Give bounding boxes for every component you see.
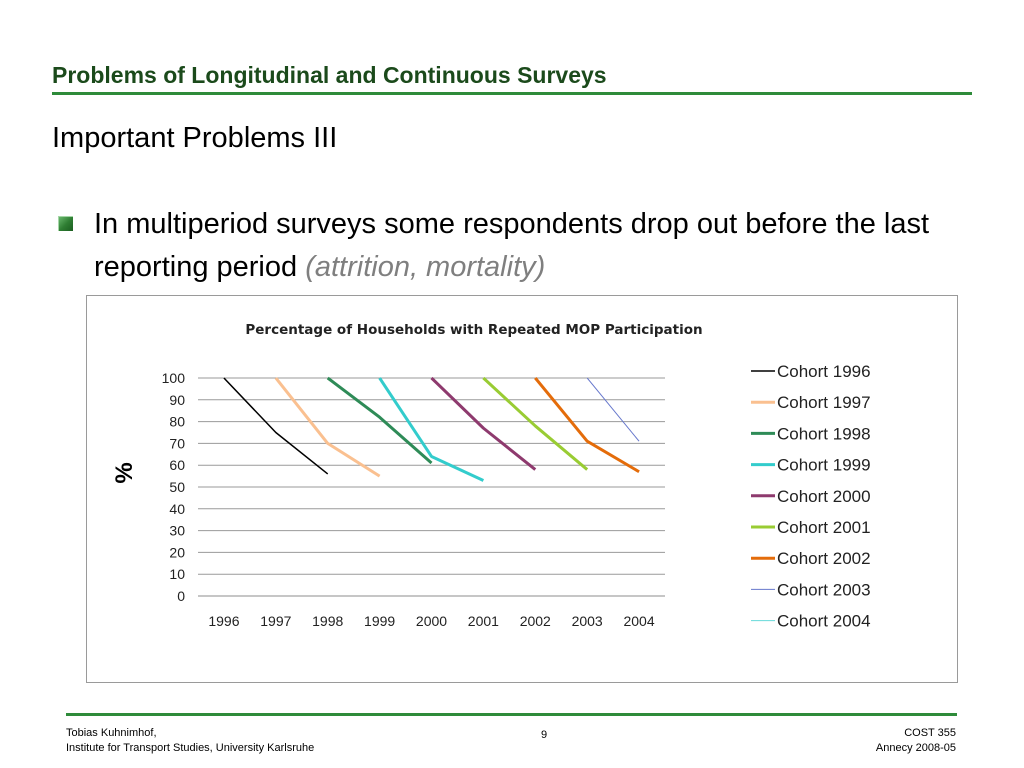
x-tick-label-2002: 2002 — [520, 613, 551, 629]
page-number: 9 — [541, 729, 548, 741]
series-line-cohort-1997 — [274, 377, 381, 478]
y-axis-label: % — [111, 462, 138, 483]
line-chart: Percentage of Households with Repeated M… — [111, 322, 871, 631]
legend-label-cohort-1999: Cohort 1999 — [777, 456, 871, 475]
y-tick-label-50: 50 — [169, 479, 185, 495]
x-tick-label-2003: 2003 — [572, 613, 603, 629]
x-tick-label-1999: 1999 — [364, 613, 395, 629]
y-tick-label-90: 90 — [169, 392, 185, 408]
footer-author-block: Tobias Kuhnimhof, Institute for Transpor… — [66, 726, 314, 756]
legend-label-cohort-1998: Cohort 1998 — [777, 424, 871, 443]
footer-rule — [66, 713, 957, 716]
series-line-cohort-2003 — [586, 377, 640, 442]
series-line-cohort-1998 — [326, 376, 433, 465]
y-tick-label-0: 0 — [177, 588, 185, 604]
title-rule — [52, 92, 972, 95]
footer-institute: Institute for Transport Studies, Univers… — [66, 742, 315, 754]
chart-title: Percentage of Households with Repeated M… — [245, 322, 702, 338]
y-tick-label-20: 20 — [169, 544, 185, 560]
y-tick-label-40: 40 — [169, 501, 185, 517]
legend-label-cohort-2004: Cohort 2004 — [777, 612, 871, 631]
bullet-point: In multiperiod surveys some respondents … — [58, 203, 973, 289]
footer-event: COST 355 — [904, 727, 956, 739]
series-line-cohort-2002 — [534, 377, 640, 474]
legend-label-cohort-2003: Cohort 2003 — [777, 580, 871, 599]
x-tick-label-1997: 1997 — [260, 613, 291, 629]
x-tick-label-1996: 1996 — [208, 613, 239, 629]
chart-frame: Percentage of Households with Repeated M… — [86, 295, 958, 683]
slide-subtitle: Important Problems III — [52, 122, 338, 154]
y-tick-label-70: 70 — [169, 435, 185, 451]
footer-event-block: COST 355 Annecy 2008-05 — [876, 726, 956, 756]
bullet-text-block: In multiperiod surveys some respondents … — [94, 203, 973, 289]
x-tick-label-1998: 1998 — [312, 613, 343, 629]
y-tick-label-60: 60 — [169, 457, 185, 473]
footer-place-date: Annecy 2008-05 — [875, 742, 956, 754]
legend-label-cohort-2002: Cohort 2002 — [777, 549, 871, 568]
y-tick-label-30: 30 — [169, 523, 185, 539]
legend-label-cohort-2001: Cohort 2001 — [777, 518, 871, 537]
x-tick-label-2001: 2001 — [468, 613, 499, 629]
square-bullet-icon — [58, 216, 73, 231]
y-tick-label-10: 10 — [169, 566, 185, 582]
bullet-text: In multiperiod surveys some respondents … — [94, 208, 930, 283]
slide-title: Problems of Longitudinal and Continuous … — [52, 62, 607, 88]
series-line-cohort-2000 — [430, 376, 537, 471]
footer-author: Tobias Kuhnimhof, — [66, 727, 157, 739]
x-tick-label-2000: 2000 — [416, 613, 447, 629]
legend-label-cohort-1996: Cohort 1996 — [777, 362, 871, 381]
y-tick-label-80: 80 — [169, 414, 185, 430]
bullet-emphasis: (attrition, mortality) — [305, 251, 546, 283]
y-tick-label-100: 100 — [162, 370, 186, 386]
x-tick-label-2004: 2004 — [623, 613, 654, 629]
legend-label-cohort-1997: Cohort 1997 — [777, 393, 871, 412]
legend-label-cohort-2000: Cohort 2000 — [777, 487, 871, 506]
